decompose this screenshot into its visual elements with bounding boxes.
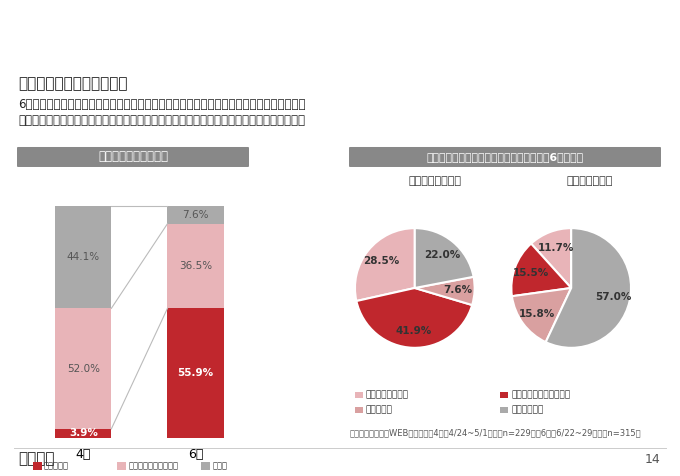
Text: 44.1%: 44.1% xyxy=(67,252,100,262)
Bar xyxy=(55,429,112,438)
Wedge shape xyxy=(512,288,571,342)
Text: 14: 14 xyxy=(644,453,660,466)
Text: （参考）加盟飲食店の状況: （参考）加盟飲食店の状況 xyxy=(18,76,128,91)
Wedge shape xyxy=(356,288,472,348)
Text: 新型コロナウイルス感染拡大を機に、中食（特にテイクアウト）対応を開始する店舗は拡大: 新型コロナウイルス感染拡大を機に、中食（特にテイクアウト）対応を開始する店舗は拡… xyxy=(18,114,305,127)
Bar xyxy=(167,224,224,308)
Text: 業績回復に向けた取り組み: 業績回復に向けた取り組み xyxy=(12,15,173,35)
Bar xyxy=(500,407,508,413)
Text: テイクアウト・デリバリーへの参入状況（6月時点）: テイクアウト・デリバリーへの参入状況（6月時点） xyxy=(426,152,583,162)
Text: 15.5%: 15.5% xyxy=(513,268,549,278)
Bar xyxy=(55,206,112,308)
Bar xyxy=(167,308,224,438)
Text: ＊加盟飲食店へのWEB調査より　4月：4/24~5/1実施（n=229）　6月：6/22~29実施（n=315）: ＊加盟飲食店へのWEB調査より 4月：4/24~5/1実施（n=229） 6月：… xyxy=(350,428,642,437)
Wedge shape xyxy=(415,228,473,288)
Bar xyxy=(355,407,363,413)
Bar xyxy=(500,392,508,398)
Text: 55.9%: 55.9% xyxy=(177,368,214,378)
Text: 52.0%: 52.0% xyxy=(67,364,100,374)
Text: ぐるなび: ぐるなび xyxy=(18,451,54,466)
Text: 休業中: 休業中 xyxy=(212,462,227,471)
Text: 〈テイクアウト〉: 〈テイクアウト〉 xyxy=(409,176,462,186)
Text: 加盟飲食店の営業状況: 加盟飲食店の営業状況 xyxy=(98,150,168,163)
Bar xyxy=(355,392,363,398)
Text: 7.6%: 7.6% xyxy=(182,210,209,220)
Text: コロナ前より対応: コロナ前より対応 xyxy=(366,390,409,399)
Bar xyxy=(55,308,112,429)
Bar xyxy=(167,206,224,224)
Bar xyxy=(33,462,41,470)
Text: 対応予定無し: 対応予定無し xyxy=(511,406,543,415)
Text: 15.8%: 15.8% xyxy=(518,308,555,318)
Wedge shape xyxy=(511,244,571,296)
Text: 通常営業中: 通常営業中 xyxy=(44,462,69,471)
Bar xyxy=(201,462,210,470)
Wedge shape xyxy=(531,228,571,288)
Wedge shape xyxy=(415,277,475,305)
Text: 36.5%: 36.5% xyxy=(179,261,212,271)
Text: 対応検討中: 対応検討中 xyxy=(366,406,393,415)
Text: 28.5%: 28.5% xyxy=(363,256,399,266)
Text: 6月以降、一部では時間短縮等の対応が続けられているものの、営業を再開する店舗が増加: 6月以降、一部では時間短縮等の対応が続けられているものの、営業を再開する店舗が増… xyxy=(18,98,305,111)
Text: 41.9%: 41.9% xyxy=(395,326,431,336)
Text: 11.7%: 11.7% xyxy=(537,243,574,253)
Text: 57.0%: 57.0% xyxy=(595,292,632,302)
Text: 3.9%: 3.9% xyxy=(69,428,98,438)
FancyBboxPatch shape xyxy=(17,147,249,167)
Text: 22.0%: 22.0% xyxy=(424,250,460,260)
Text: 時間を短縮して営業中: 時間を短縮して営業中 xyxy=(128,462,178,471)
Text: 7.6%: 7.6% xyxy=(443,285,473,295)
Bar xyxy=(117,462,126,470)
Wedge shape xyxy=(355,228,415,301)
Wedge shape xyxy=(546,228,631,348)
FancyBboxPatch shape xyxy=(349,147,661,167)
Text: 〈デリバリー〉: 〈デリバリー〉 xyxy=(567,176,613,186)
Text: コロナを受けて対応開始: コロナを受けて対応開始 xyxy=(511,390,570,399)
